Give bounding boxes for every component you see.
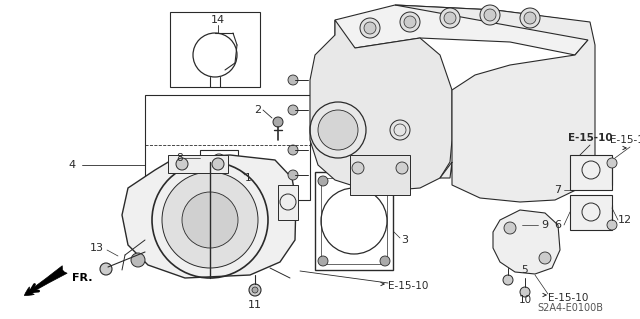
- Text: 6: 6: [554, 220, 561, 230]
- Circle shape: [318, 110, 358, 150]
- Polygon shape: [335, 5, 588, 55]
- Text: E-15-10: E-15-10: [388, 281, 428, 291]
- Circle shape: [235, 170, 245, 180]
- Circle shape: [162, 172, 258, 268]
- Circle shape: [288, 75, 298, 85]
- Circle shape: [396, 162, 408, 174]
- Text: S2A4-E0100B: S2A4-E0100B: [537, 303, 603, 313]
- Polygon shape: [395, 5, 595, 202]
- Text: 1: 1: [244, 173, 252, 183]
- Circle shape: [100, 263, 112, 275]
- Circle shape: [607, 220, 617, 230]
- Circle shape: [524, 12, 536, 24]
- Text: 3: 3: [401, 235, 408, 245]
- Circle shape: [318, 256, 328, 266]
- Bar: [145, 95, 310, 200]
- Bar: [200, 150, 238, 172]
- Text: E-15-10: E-15-10: [568, 133, 612, 143]
- Circle shape: [273, 117, 283, 127]
- Circle shape: [503, 275, 513, 285]
- Text: E-15-10: E-15-10: [610, 135, 640, 145]
- Bar: [321, 178, 387, 264]
- Bar: [170, 12, 260, 87]
- Circle shape: [288, 170, 298, 180]
- Circle shape: [520, 8, 540, 28]
- Circle shape: [360, 18, 380, 38]
- Circle shape: [364, 22, 376, 34]
- Circle shape: [288, 145, 298, 155]
- Circle shape: [504, 222, 516, 234]
- Bar: [168, 155, 228, 173]
- Circle shape: [252, 287, 258, 293]
- Bar: [278, 185, 298, 220]
- Bar: [570, 155, 612, 190]
- Polygon shape: [310, 20, 452, 190]
- Polygon shape: [122, 155, 296, 278]
- Circle shape: [539, 252, 551, 264]
- Circle shape: [607, 158, 617, 168]
- Text: 2: 2: [255, 105, 262, 115]
- Text: 10: 10: [518, 295, 532, 305]
- Polygon shape: [493, 210, 560, 274]
- Bar: [570, 195, 612, 230]
- Bar: [315, 172, 393, 270]
- Text: 11: 11: [248, 300, 262, 310]
- Circle shape: [480, 5, 500, 25]
- Circle shape: [176, 158, 188, 170]
- Circle shape: [352, 162, 364, 174]
- Circle shape: [404, 16, 416, 28]
- Circle shape: [212, 158, 224, 170]
- Circle shape: [249, 284, 261, 296]
- Circle shape: [380, 176, 390, 186]
- Circle shape: [288, 105, 298, 115]
- Text: 9: 9: [541, 220, 548, 230]
- Circle shape: [440, 8, 460, 28]
- Circle shape: [390, 120, 410, 140]
- Circle shape: [182, 192, 238, 248]
- Circle shape: [400, 12, 420, 32]
- Bar: [350, 155, 410, 195]
- Text: 13: 13: [90, 243, 104, 253]
- Text: 5: 5: [522, 265, 528, 275]
- Text: 14: 14: [211, 15, 225, 25]
- Text: 4: 4: [68, 160, 76, 170]
- Circle shape: [131, 253, 145, 267]
- Circle shape: [484, 9, 496, 21]
- Circle shape: [380, 256, 390, 266]
- Text: E-15-10: E-15-10: [548, 293, 588, 303]
- Text: 12: 12: [618, 215, 632, 225]
- Circle shape: [444, 12, 456, 24]
- Text: 7: 7: [554, 185, 561, 195]
- Circle shape: [318, 176, 328, 186]
- Text: 8: 8: [177, 153, 183, 163]
- Text: FR.: FR.: [72, 273, 93, 283]
- Circle shape: [520, 287, 530, 297]
